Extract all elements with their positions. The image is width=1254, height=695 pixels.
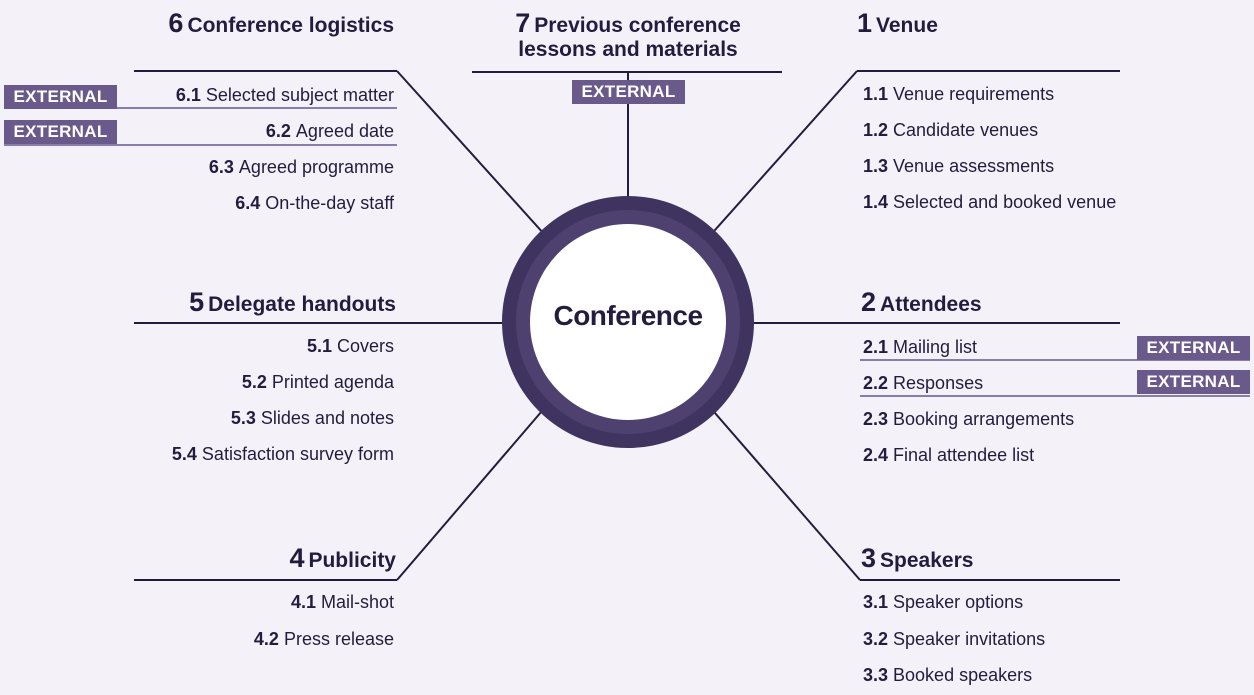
item-5-2: 5.2 Printed agenda — [134, 371, 394, 393]
item-1-2-number: 1.2 — [863, 120, 889, 140]
spoke-speakers — [694, 389, 861, 581]
item-6-3-label: Agreed programme — [238, 157, 394, 177]
branch-4-number: 4 — [289, 543, 305, 573]
branch-5-heading: 5 Delegate handouts — [134, 287, 396, 317]
item-1-3-number: 1.3 — [863, 156, 889, 176]
item-2-2-label: Responses — [893, 373, 984, 393]
item-1-1: 1.1 Venue requirements — [863, 83, 1054, 105]
spoke-publicity — [396, 389, 561, 581]
item-3-2-label: Speaker invitations — [893, 629, 1046, 649]
branch-7-title-line1: Previous conference — [534, 14, 741, 37]
branch-3-title: Speakers — [880, 549, 974, 572]
branch-4-title: Publicity — [308, 549, 396, 572]
item-2-4-label: Final attendee list — [893, 445, 1035, 465]
spoke-logistics — [396, 70, 564, 256]
branch-5-number: 5 — [189, 287, 205, 317]
item-5-1: 5.1 Covers — [134, 335, 394, 357]
item-3-3-label: Booked speakers — [893, 665, 1033, 685]
item-2-1-number: 2.1 — [863, 337, 889, 357]
branch-6-title: Conference logistics — [187, 14, 394, 37]
item-1-1-label: Venue requirements — [893, 84, 1055, 104]
item-5-3-label: Slides and notes — [260, 408, 394, 428]
item-6-3: 6.3 Agreed programme — [134, 156, 394, 178]
branch-7-number: 7 — [515, 8, 531, 38]
item-4-2-label: Press release — [283, 629, 394, 649]
hub-label: Conference — [553, 300, 703, 331]
branch-6-number: 6 — [168, 8, 184, 38]
branch-5-title: Delegate handouts — [208, 293, 396, 316]
branch-7-heading: 7 Previous conference lessons and materia… — [478, 8, 778, 62]
item-1-2-label: Candidate venues — [893, 120, 1039, 140]
item-3-1-number: 3.1 — [863, 592, 889, 612]
item-4-1-label: Mail-shot — [320, 592, 394, 612]
branch-3-heading: 3 Speakers — [861, 543, 974, 573]
item-5-4-label: Satisfaction survey form — [201, 444, 394, 464]
item-2-1-label: Mailing list — [893, 337, 978, 357]
item-3-2: 3.2 Speaker invitations — [863, 628, 1045, 650]
branch-6-heading: 6 Conference logistics — [134, 8, 394, 38]
item-2-2: 2.2 Responses — [863, 372, 983, 394]
item-6-2: 6.2 Agreed date — [134, 120, 394, 142]
branch-1-number: 1 — [857, 8, 873, 38]
item-4-1-number: 4.1 — [290, 592, 316, 612]
external-badge-6-1: EXTERNAL — [4, 85, 117, 109]
item-5-3-number: 5.3 — [230, 408, 256, 428]
item-1-3: 1.3 Venue assessments — [863, 155, 1054, 177]
item-2-4: 2.4 Final attendee list — [863, 444, 1034, 466]
item-1-2: 1.2 Candidate venues — [863, 119, 1038, 141]
spoke-venue — [689, 70, 858, 259]
item-5-3: 5.3 Slides and notes — [134, 407, 394, 429]
branch-2-number: 2 — [861, 287, 877, 317]
item-5-2-number: 5.2 — [241, 372, 267, 392]
item-1-3-label: Venue assessments — [893, 156, 1055, 176]
item-5-4-number: 5.4 — [171, 444, 197, 464]
item-5-4: 5.4 Satisfaction survey form — [134, 443, 394, 465]
item-2-3: 2.3 Booking arrangements — [863, 408, 1074, 430]
item-3-2-number: 3.2 — [863, 629, 889, 649]
branch-7-title-line2: lessons and materials — [518, 38, 738, 61]
item-6-1-label: Selected subject matter — [205, 85, 394, 105]
item-2-3-number: 2.3 — [863, 409, 889, 429]
item-4-2: 4.2 Press release — [134, 628, 394, 650]
item-6-2-number: 6.2 — [265, 121, 291, 141]
external-badge-6-2: EXTERNAL — [4, 120, 117, 144]
hub-center — [530, 224, 726, 420]
item-3-1: 3.1 Speaker options — [863, 591, 1023, 613]
external-badge-2-1: EXTERNAL — [1137, 336, 1250, 360]
item-1-4-number: 1.4 — [863, 192, 889, 212]
item-3-1-label: Speaker options — [893, 592, 1024, 612]
branch-3-number: 3 — [861, 543, 877, 573]
item-6-4-label: On-the-day staff — [265, 193, 394, 213]
item-1-4: 1.4 Selected and booked venue — [863, 191, 1116, 213]
item-6-1: 6.1 Selected subject matter — [134, 84, 394, 106]
branch-1-title: Venue — [876, 14, 938, 37]
item-5-1-number: 5.1 — [306, 336, 332, 356]
item-6-2-label: Agreed date — [295, 121, 394, 141]
item-1-4-label: Selected and booked venue — [893, 192, 1117, 212]
item-6-3-number: 6.3 — [208, 157, 234, 177]
item-6-1-number: 6.1 — [175, 85, 201, 105]
branch-2-title: Attendees — [880, 293, 982, 316]
item-6-4: 6.4 On-the-day staff — [134, 192, 394, 214]
item-2-4-number: 2.4 — [863, 445, 889, 465]
item-1-1-number: 1.1 — [863, 84, 889, 104]
branch-4-heading: 4 Publicity — [134, 543, 396, 573]
item-2-2-number: 2.2 — [863, 373, 889, 393]
item-3-3-number: 3.3 — [863, 665, 889, 685]
item-4-1: 4.1 Mail-shot — [134, 591, 394, 613]
item-5-1-label: Covers — [336, 336, 394, 356]
branch-1-heading: 1 Venue — [857, 8, 938, 38]
item-4-2-number: 4.2 — [253, 629, 279, 649]
external-badge-branch-7: EXTERNAL — [572, 80, 685, 104]
item-2-1: 2.1 Mailing list — [863, 336, 977, 358]
branch-2-heading: 2 Attendees — [861, 287, 982, 317]
item-6-4-number: 6.4 — [235, 193, 261, 213]
item-5-2-label: Printed agenda — [271, 372, 394, 392]
item-3-3: 3.3 Booked speakers — [863, 664, 1032, 686]
external-badge-2-2: EXTERNAL — [1137, 370, 1250, 394]
item-2-3-label: Booking arrangements — [893, 409, 1075, 429]
